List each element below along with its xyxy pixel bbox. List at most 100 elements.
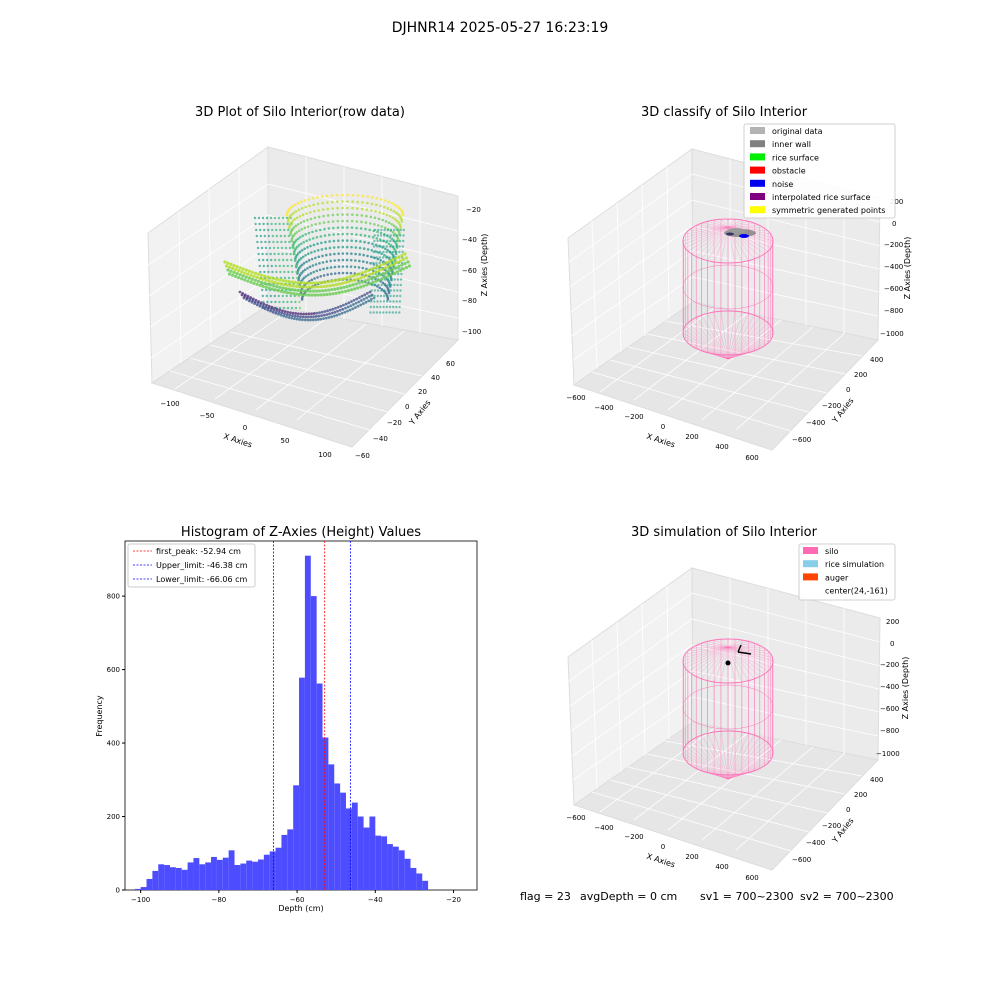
- raw-point: [362, 253, 365, 257]
- sim-z-tick: −1000: [876, 750, 900, 758]
- raw-point: [349, 258, 353, 262]
- silo-roof-spoke: [701, 223, 729, 228]
- raw-point: [262, 222, 265, 226]
- raw-point: [339, 304, 343, 308]
- silo-floor-spoke: [727, 737, 760, 780]
- raw-point: [282, 306, 286, 310]
- raw-point: [347, 301, 351, 305]
- histogram-bar: [416, 873, 423, 890]
- raw-point: [306, 318, 310, 322]
- raw-point: [341, 252, 345, 255]
- raw-point: [379, 305, 382, 309]
- raw-point: [332, 239, 336, 243]
- silo-roof-spoke: [727, 646, 769, 672]
- raw-point: [350, 300, 353, 303]
- raw-point: [351, 200, 354, 203]
- raw-point: [376, 239, 379, 243]
- raw-point: [357, 266, 361, 269]
- raw-point: [385, 261, 389, 265]
- raw-point: [361, 266, 365, 270]
- raw-point: [294, 306, 298, 310]
- raw-point: [284, 279, 288, 283]
- raw-point: [399, 208, 403, 211]
- raw-point: [372, 266, 377, 270]
- raw-point: [264, 285, 268, 289]
- raw-point: [340, 290, 344, 294]
- raw-point: [385, 256, 388, 259]
- raw-point: [351, 283, 355, 287]
- raw-point: [377, 278, 381, 282]
- raw-point: [324, 288, 328, 293]
- raw-point: [300, 263, 304, 267]
- classify-z-tick: −600: [884, 285, 903, 293]
- raw-point: [390, 237, 394, 241]
- legend-label: obstacle: [772, 167, 806, 176]
- raw-point: [311, 318, 315, 322]
- raw-point: [249, 273, 253, 277]
- raw-point: [386, 274, 390, 278]
- histogram-bar: [211, 856, 217, 890]
- raw-point: [311, 281, 316, 285]
- raw-point: [379, 259, 383, 262]
- silo-roof-spoke: [727, 223, 755, 228]
- raw-point: [297, 244, 301, 247]
- raw-point: [392, 305, 395, 309]
- raw-point: [331, 220, 335, 223]
- raw-point: [262, 302, 266, 306]
- histogram-bar: [322, 737, 329, 890]
- figure-suptitle: DJHNR14 2025-05-27 16:23:19: [392, 20, 609, 36]
- raw-point: [399, 294, 402, 298]
- raw-point: [226, 261, 230, 265]
- raw-point: [297, 229, 301, 233]
- raw-point: [289, 294, 292, 298]
- raw-point: [356, 277, 360, 281]
- raw-point: [378, 273, 383, 277]
- silo-roof-spoke: [727, 219, 742, 228]
- histogram-bar: [146, 878, 153, 890]
- raw-point: [272, 240, 275, 244]
- raw-point: [258, 222, 261, 226]
- raw-point: [307, 252, 310, 256]
- raw-point: [350, 245, 353, 249]
- raw-point: [302, 312, 306, 316]
- raw-point: [289, 216, 293, 220]
- raw-point: [370, 293, 374, 297]
- raw-point: [261, 288, 264, 292]
- histogram-bar: [287, 829, 294, 890]
- raw-point: [226, 268, 230, 272]
- raw-point: [362, 247, 366, 250]
- raw-point: [302, 289, 306, 293]
- raw-point: [324, 247, 328, 250]
- raw-point: [272, 284, 276, 288]
- raw-point: [365, 214, 368, 218]
- raw-point: [240, 270, 244, 274]
- raw-point: [395, 270, 399, 274]
- raw-point: [343, 280, 348, 285]
- silo-roof-spoke: [727, 226, 769, 232]
- raw-point: [359, 233, 363, 237]
- raw-point: [373, 228, 377, 232]
- classify-y-tick: −600: [792, 436, 811, 444]
- raw-point: [388, 269, 392, 273]
- raw-point: [375, 274, 380, 278]
- classify-x-tick: 0: [661, 423, 665, 431]
- raw-point: [266, 282, 270, 286]
- raw-point: [360, 294, 364, 298]
- raw-point: [285, 313, 289, 316]
- raw-point: [382, 245, 385, 248]
- silo-roof-spoke: [707, 641, 729, 648]
- raw-point: [301, 270, 305, 273]
- raw-point: [382, 239, 386, 243]
- classify-y-tick: 200: [854, 371, 867, 379]
- raw-point: [341, 232, 345, 236]
- raw-point: [312, 312, 316, 315]
- raw-point: [400, 253, 404, 258]
- raw-point: [318, 262, 321, 265]
- legend-label: original data: [772, 127, 823, 136]
- raw-point: [309, 315, 313, 319]
- raw-point: [399, 228, 402, 232]
- raw-point: [311, 237, 315, 240]
- legend-label: auger: [825, 573, 849, 582]
- raw-point: [230, 273, 235, 277]
- raw-point: [271, 270, 274, 274]
